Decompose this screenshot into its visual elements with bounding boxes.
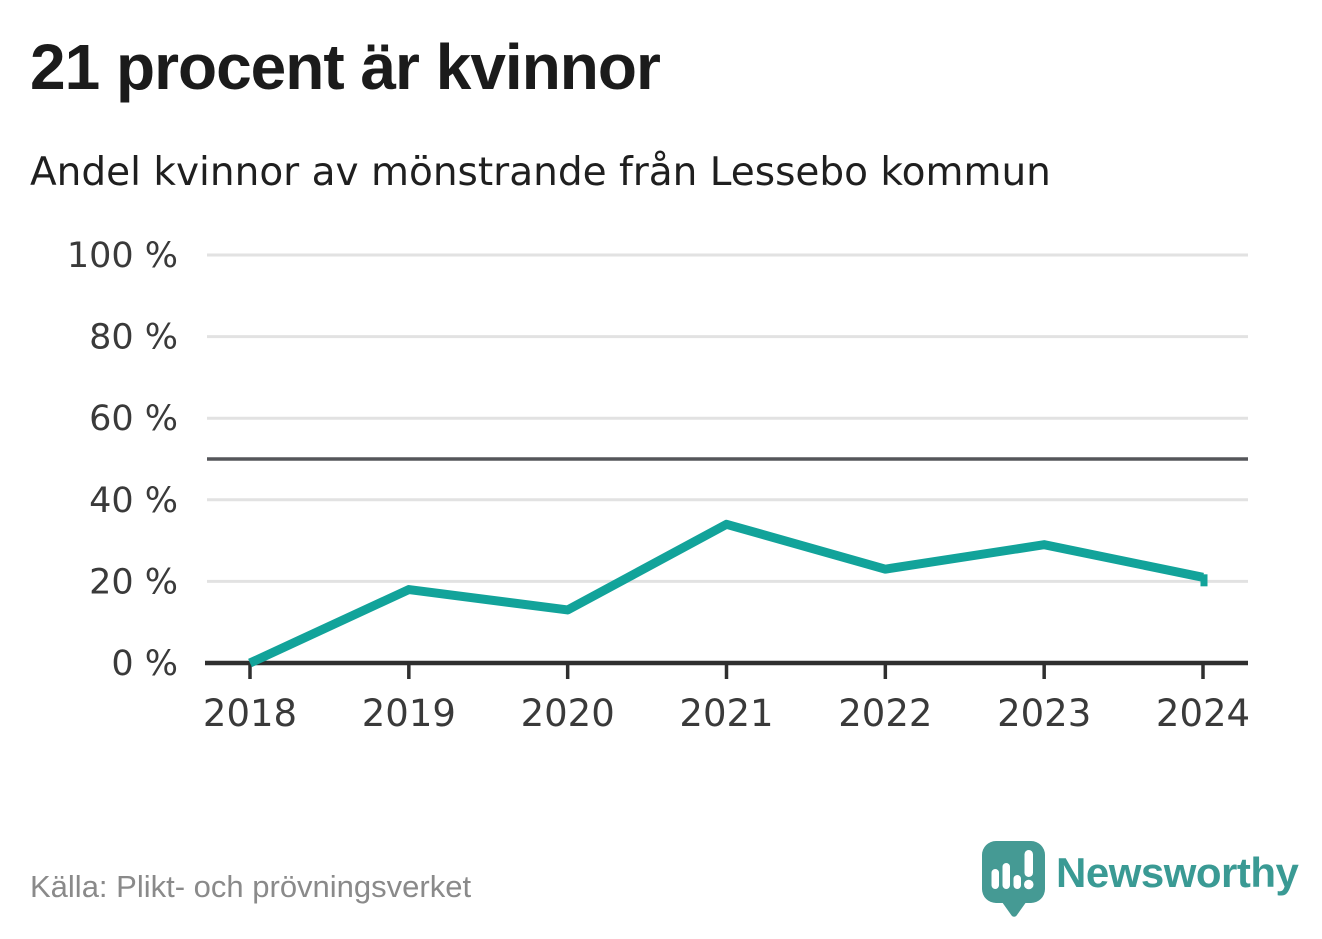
source-note: Källa: Plikt- och prövningsverket	[30, 869, 472, 904]
x-tick-label: 2019	[362, 692, 456, 735]
x-tick-label: 2022	[838, 692, 932, 735]
logo-bar-1-icon	[991, 868, 999, 889]
x-tick-label: 2021	[679, 692, 773, 735]
y-tick-label: 80 %	[89, 318, 178, 358]
x-tick-label: 2024	[1156, 692, 1250, 735]
x-tick-label: 2023	[997, 692, 1091, 735]
y-tick-label: 0 %	[111, 644, 178, 684]
x-tick-label: 2020	[521, 692, 615, 735]
logo-bar-2-icon	[1002, 862, 1010, 889]
newsworthy-logo-icon	[982, 840, 1045, 917]
y-tick-label: 40 %	[89, 481, 178, 521]
y-tick-label: 20 %	[89, 562, 178, 602]
y-tick-label: 100 %	[67, 236, 178, 276]
data-line	[248, 519, 1204, 668]
newsworthy-brand: Newsworthy	[982, 840, 1299, 920]
logo-exclamation-bar-icon	[1024, 849, 1033, 877]
logo-bar-3-icon	[1013, 874, 1021, 889]
y-tick-label: 60 %	[89, 399, 178, 439]
newsworthy-logo-text: Newsworthy	[1056, 849, 1299, 896]
chart-subtitle: Andel kvinnor av mönstrande från Lessebo…	[30, 150, 1051, 195]
logo-exclamation-dot-icon	[1024, 879, 1034, 889]
x-tick-label: 2018	[203, 692, 297, 735]
chart-title: 21 procent är kvinnor	[30, 31, 661, 103]
